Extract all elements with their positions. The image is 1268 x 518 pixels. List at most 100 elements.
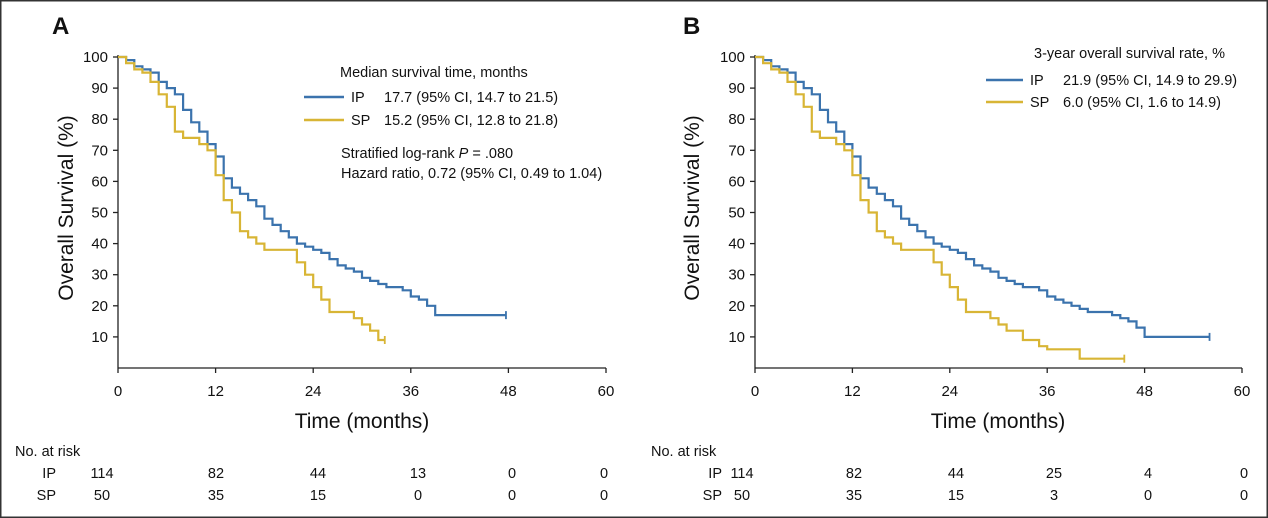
panel-b-risk-title: No. at risk xyxy=(651,444,717,460)
panel-b-y-ticks: 10 20 30 40 50 60 70 80 90 100 xyxy=(720,49,755,346)
panel-a-xtick-label-12: 12 xyxy=(207,383,224,400)
panel-a-risk-sp-label: SP xyxy=(37,488,56,504)
panel-b-x-ticks: 0 12 24 36 48 60 xyxy=(751,368,1251,400)
panel-b-risk-ip-0: 114 xyxy=(730,466,753,482)
panel-b-ytick-label-60: 60 xyxy=(728,173,745,190)
panel-a-x-axis-label: Time (months) xyxy=(295,410,430,433)
panel-b-risk-ip-1: 82 xyxy=(846,466,862,482)
panel-a-xtick-label-36: 36 xyxy=(402,383,419,400)
panel-a-curves xyxy=(118,55,507,345)
panel-a-hazard-ratio: Hazard ratio, 0.72 (95% CI, 0.49 to 1.04… xyxy=(341,166,602,182)
panel-a-risk-sp-4: 0 xyxy=(508,488,516,504)
panel-a-legend-ip-group: IP xyxy=(351,90,365,106)
panel-a-logrank-text: Stratified log-rank P = .080 xyxy=(341,146,513,162)
panel-b-xtick-label-24: 24 xyxy=(941,383,958,400)
panel-a-ytick-label-70: 70 xyxy=(91,142,108,159)
panel-a-legend-ip-text: 17.7 (95% CI, 14.7 to 21.5) xyxy=(384,90,558,106)
panel-a-legend-sp-text: 15.2 (95% CI, 12.8 to 21.8) xyxy=(384,113,558,129)
panel-a-ytick-label-80: 80 xyxy=(91,111,108,128)
panel-b-risk-ip-2: 44 xyxy=(948,466,964,482)
panel-a-risk-ip-4: 0 xyxy=(508,466,516,482)
panel-a-curve-ip xyxy=(118,55,506,317)
panel-a-xtick-label-60: 60 xyxy=(598,383,615,400)
panel-b-risk-sp-3: 3 xyxy=(1050,488,1058,504)
panel-b-risk-sp-0: 50 xyxy=(734,488,750,504)
panel-a-ytick-label-20: 20 xyxy=(91,298,108,315)
panel-b-risk-sp-1: 35 xyxy=(846,488,862,504)
panel-b-ytick-label-70: 70 xyxy=(728,142,745,159)
panel-a-ytick-label-90: 90 xyxy=(91,80,108,97)
panel-a-risk-sp-3: 0 xyxy=(414,488,422,504)
panel-b-risk-ip-3: 25 xyxy=(1046,466,1062,482)
panel-b-risk-ip-5: 0 xyxy=(1240,466,1248,482)
panel-a-risk-sp-2: 15 xyxy=(310,488,326,504)
panel-b-xtick-label-0: 0 xyxy=(751,383,759,400)
panel-a-letter: A xyxy=(52,13,69,40)
panel-a-ytick-label-40: 40 xyxy=(91,236,108,253)
panel-a-ytick-label-10: 10 xyxy=(91,329,108,346)
panel-b-curve-sp xyxy=(755,55,1125,360)
panel-b-ytick-label-10: 10 xyxy=(728,329,745,346)
panel-a-y-ticks: 10 20 30 40 50 60 70 80 90 100 xyxy=(83,49,118,346)
panel-b-risk-sp-label: SP xyxy=(703,488,722,504)
panel-a-risk-sp-0: 50 xyxy=(94,488,110,504)
panel-a-risk-ip-5: 0 xyxy=(600,466,608,482)
panel-a-xtick-label-48: 48 xyxy=(500,383,517,400)
panel-b-ytick-label-100: 100 xyxy=(720,49,745,66)
panel-b-legend: 3-year overall survival rate, % IP 21.9 … xyxy=(986,46,1237,111)
panel-b-risk-sp-2: 15 xyxy=(948,488,964,504)
panel-b-legend-ip-group: IP xyxy=(1030,73,1044,89)
panel-a-risk-ip-label: IP xyxy=(42,466,56,482)
panel-b-xtick-label-12: 12 xyxy=(844,383,861,400)
panel-a-risk-ip-2: 44 xyxy=(310,466,326,482)
panel-a-xtick-label-0: 0 xyxy=(114,383,122,400)
panel-b-xtick-label-36: 36 xyxy=(1039,383,1056,400)
panel-a-legend: Median survival time, months IP 17.7 (95… xyxy=(304,65,602,182)
panel-a: A Overall Survival (%) 10 20 30 40 50 60 70 80 9… xyxy=(15,13,614,504)
panel-a-ytick-label-100: 100 xyxy=(83,49,108,66)
panel-b-risk-values: 114 82 44 25 4 0 50 35 15 3 0 0 xyxy=(730,466,1248,504)
panel-b-legend-sp-group: SP xyxy=(1030,95,1049,111)
panel-b-y-axis-label: Overall Survival (%) xyxy=(681,115,704,301)
panel-b-curves xyxy=(755,55,1211,363)
panel-a-risk-sp-5: 0 xyxy=(600,488,608,504)
panel-a-xtick-label-24: 24 xyxy=(305,383,322,400)
panel-b-ytick-label-80: 80 xyxy=(728,111,745,128)
panel-b-ytick-label-20: 20 xyxy=(728,298,745,315)
panel-b-ytick-label-30: 30 xyxy=(728,267,745,284)
panel-b-xtick-label-60: 60 xyxy=(1234,383,1251,400)
panel-a-risk-ip-0: 114 xyxy=(90,466,113,482)
panel-a-risk-title: No. at risk xyxy=(15,444,81,460)
panel-b-legend-ip-text: 21.9 (95% CI, 14.9 to 29.9) xyxy=(1063,73,1237,89)
panel-b-risk-sp-5: 0 xyxy=(1240,488,1248,504)
panel-b-ytick-label-90: 90 xyxy=(728,80,745,97)
panel-b-risk-sp-4: 0 xyxy=(1144,488,1152,504)
panel-b-legend-sp-text: 6.0 (95% CI, 1.6 to 14.9) xyxy=(1063,95,1221,111)
panel-a-y-axis-label: Overall Survival (%) xyxy=(55,115,78,301)
panel-a-legend-sp-group: SP xyxy=(351,113,370,129)
panel-b-legend-title: 3-year overall survival rate, % xyxy=(1034,46,1225,62)
panel-a-risk-ip-3: 13 xyxy=(410,466,426,482)
panel-a-risk-table: No. at risk IP SP 114 82 44 13 0 0 50 35 15 0 0 0 xyxy=(15,444,608,504)
panel-b-ytick-label-50: 50 xyxy=(728,205,745,222)
panel-a-ytick-label-60: 60 xyxy=(91,173,108,190)
panel-a-ytick-label-30: 30 xyxy=(91,267,108,284)
panel-b-letter: B xyxy=(683,13,700,40)
panel-b-ytick-label-40: 40 xyxy=(728,236,745,253)
panel-b: B Overall Survival (%) 10203040506070809… xyxy=(651,13,1250,504)
panel-a-ytick-label-50: 50 xyxy=(91,205,108,222)
panel-a-risk-ip-1: 82 xyxy=(208,466,224,482)
panel-a-legend-title: Median survival time, months xyxy=(340,65,528,81)
panel-b-risk-ip-4: 4 xyxy=(1144,466,1152,482)
panel-b-curve-ip xyxy=(755,55,1210,338)
panel-b-xtick-label-48: 48 xyxy=(1136,383,1153,400)
panel-b-risk-ip-label: IP xyxy=(708,466,722,482)
panel-a-x-ticks: 0 12 24 36 48 60 xyxy=(114,368,615,400)
panel-a-risk-values: 114 82 44 13 0 0 50 35 15 0 0 0 xyxy=(90,466,608,504)
panel-a-curve-sp xyxy=(118,55,385,342)
panel-a-risk-sp-1: 35 xyxy=(208,488,224,504)
panel-b-x-axis-label: Time (months) xyxy=(931,410,1066,433)
panel-b-risk-table: No. at risk IP SP 114 82 44 25 4 0 50 35 15 3 0 0 xyxy=(651,444,1248,504)
